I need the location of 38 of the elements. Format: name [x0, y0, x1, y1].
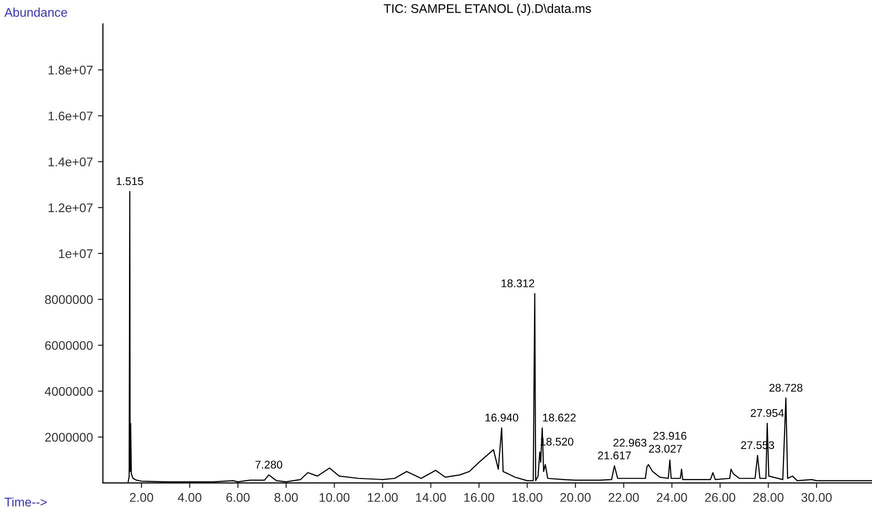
x-tick-label: 26.00 [705, 493, 736, 502]
annotation: 23.027 [648, 444, 682, 453]
x-axis-title: Time--> [4, 497, 47, 507]
x-tick-label: 8.00 [274, 493, 298, 502]
annotation: 18.312 [502, 279, 534, 288]
x-tick-label: 4.00 [178, 493, 202, 502]
y-tick-label: 1.8e+07 [48, 66, 93, 75]
y-tick-label: 2000000 [45, 432, 93, 442]
x-tick-label: 14.00 [416, 493, 446, 502]
x-tick-label: 18.00 [512, 493, 542, 502]
annotation: 1.515 [116, 177, 144, 186]
annotation: 16.940 [486, 414, 518, 422]
x-tick-label: 6.00 [226, 493, 250, 502]
annotation: 22.963 [613, 438, 646, 447]
annotation: 18.622 [543, 414, 576, 422]
y-tick-label: 6000000 [45, 341, 93, 350]
y-tick-label: 8000000 [45, 295, 93, 304]
y-tick-label: 1.2e+07 [48, 203, 93, 212]
chart-title: TIC: SAMPEL ETANOL (J).D\data.ms [384, 4, 591, 16]
x-tick-label: 12.00 [368, 493, 398, 502]
x-tick-label: 10.00 [320, 493, 350, 502]
x-tick-label: 24.00 [656, 493, 688, 502]
x-tick-label: 22.00 [608, 493, 639, 502]
x-tick-label: 28.00 [753, 493, 784, 502]
y-tick-label: 1e+07 [59, 249, 93, 258]
y-axis-title: Abundance [4, 8, 68, 17]
annotation: 27.954 [750, 409, 784, 417]
x-tick-label: 20.00 [560, 493, 591, 502]
annotation: 28.728 [769, 384, 802, 392]
annotation: 23.916 [653, 432, 686, 440]
y-tick-label: 4000000 [44, 386, 93, 396]
y-tick-label: 1.6e+07 [48, 112, 93, 120]
x-tick-label: 2.00 [130, 493, 154, 502]
annotation: 7.280 [255, 460, 282, 469]
x-tick-label: 16.00 [464, 493, 494, 502]
annotation: 21.617 [598, 452, 631, 460]
y-tick-label: 1.4e+07 [48, 157, 93, 166]
x-tick-label: 30.00 [801, 493, 832, 502]
